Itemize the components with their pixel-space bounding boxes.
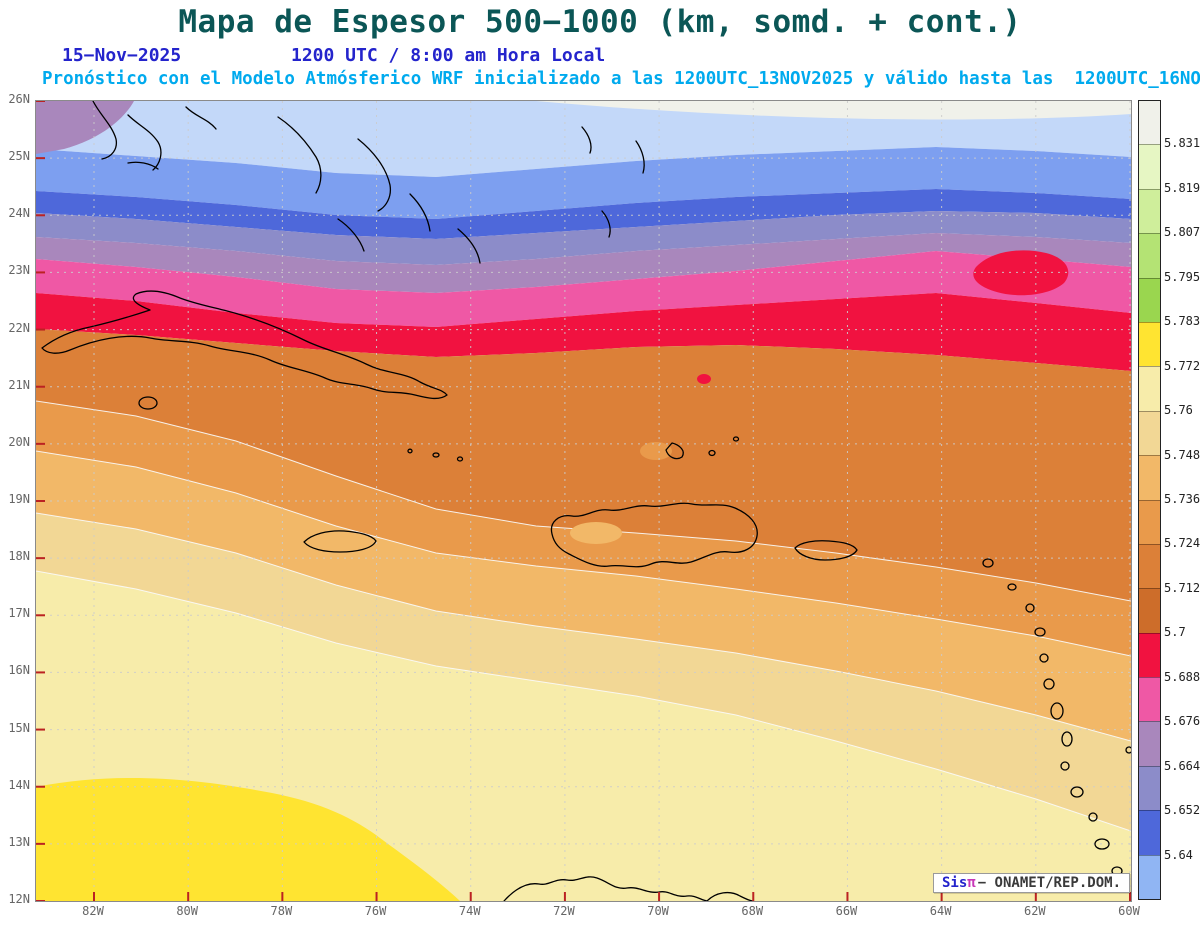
- lat-label: 12N: [0, 892, 30, 906]
- legend-swatch: [1139, 766, 1160, 810]
- legend-value: 5.664: [1164, 759, 1200, 773]
- legend-swatch: [1139, 189, 1160, 233]
- legend-value: 5.736: [1164, 492, 1200, 506]
- legend-swatch: [1139, 455, 1160, 499]
- light-pocket-2: [640, 442, 672, 460]
- lat-label: 16N: [0, 663, 30, 677]
- legend-swatch: [1139, 500, 1160, 544]
- lat-label: 19N: [0, 492, 30, 506]
- legend-value: 5.712: [1164, 581, 1200, 595]
- legend-value: 5.76: [1164, 403, 1193, 417]
- lat-label: 13N: [0, 835, 30, 849]
- legend-value: 5.688: [1164, 670, 1200, 684]
- legend-value: 5.819: [1164, 181, 1200, 195]
- credit-org: − ONAMET/REP.DOM.: [978, 875, 1121, 891]
- legend-swatch: [1139, 322, 1160, 366]
- legend-swatch: [1139, 411, 1160, 455]
- weather-map-page: Mapa de Espesor 500−1000 (km, somd. + co…: [0, 0, 1200, 927]
- legend-swatch: [1139, 544, 1160, 588]
- forecast-note: Pronóstico con el Modelo Atmósferico WRF…: [42, 69, 1200, 89]
- legend-value: 5.831: [1164, 136, 1200, 150]
- page-title: Mapa de Espesor 500−1000 (km, somd. + co…: [0, 4, 1200, 40]
- legend-scale: 5.831 5.819 5.807 5.795 5.783 5.772 5.76 5.748 5…: [1164, 100, 1200, 900]
- lon-label: 64W: [923, 904, 959, 918]
- lon-label: 62W: [1017, 904, 1053, 918]
- lat-label: 26N: [0, 92, 30, 106]
- legend-swatch: [1139, 278, 1160, 322]
- legend-swatch: [1139, 366, 1160, 410]
- credit-pi-symbol: π: [967, 875, 975, 891]
- legend-swatch: [1139, 233, 1160, 277]
- lat-label: 21N: [0, 378, 30, 392]
- legend-swatch: [1139, 721, 1160, 765]
- credit-app-name: Sis: [942, 875, 967, 891]
- lon-label: 82W: [75, 904, 111, 918]
- legend-value: 5.724: [1164, 536, 1200, 550]
- lon-label: 60W: [1111, 904, 1147, 918]
- valid-time: 1200 UTC / 8:00 am Hora Local: [291, 45, 605, 66]
- legend-value: 5.7: [1164, 625, 1186, 639]
- light-pocket-1: [570, 522, 622, 544]
- legend-swatch: [1139, 855, 1160, 899]
- red-pocket: [697, 374, 711, 384]
- lat-label: 20N: [0, 435, 30, 449]
- lon-label: 68W: [734, 904, 770, 918]
- legend-value: 5.748: [1164, 448, 1200, 462]
- legend-swatch: [1139, 677, 1160, 721]
- legend-swatch: [1139, 810, 1160, 854]
- lon-label: 76W: [358, 904, 394, 918]
- lat-label: 24N: [0, 206, 30, 220]
- lon-label: 70W: [640, 904, 676, 918]
- credit-box: Sisπ− ONAMET/REP.DOM.: [933, 873, 1130, 893]
- lat-label: 18N: [0, 549, 30, 563]
- legend-value: 5.64: [1164, 848, 1193, 862]
- map-frame: [35, 100, 1132, 902]
- legend-value: 5.783: [1164, 314, 1200, 328]
- lon-label: 78W: [263, 904, 299, 918]
- legend-value: 5.807: [1164, 225, 1200, 239]
- legend-swatch: [1139, 588, 1160, 632]
- lat-label: 15N: [0, 721, 30, 735]
- legend-value: 5.795: [1164, 270, 1200, 284]
- legend-swatch: [1139, 101, 1160, 144]
- legend-swatch: [1139, 633, 1160, 677]
- legend-value: 5.652: [1164, 803, 1200, 817]
- lon-label: 80W: [169, 904, 205, 918]
- valid-date: 15−Nov−2025: [62, 45, 181, 66]
- legend-value: 5.676: [1164, 714, 1200, 728]
- lat-label: 25N: [0, 149, 30, 163]
- lat-label: 22N: [0, 321, 30, 335]
- legend-colorbar: [1138, 100, 1161, 900]
- map-svg: [36, 101, 1131, 901]
- lon-label: 66W: [828, 904, 864, 918]
- lat-label: 23N: [0, 263, 30, 277]
- lat-label: 17N: [0, 606, 30, 620]
- legend-swatch: [1139, 144, 1160, 188]
- legend-value: 5.772: [1164, 359, 1200, 373]
- lon-label: 74W: [452, 904, 488, 918]
- lon-label: 72W: [546, 904, 582, 918]
- lat-label: 14N: [0, 778, 30, 792]
